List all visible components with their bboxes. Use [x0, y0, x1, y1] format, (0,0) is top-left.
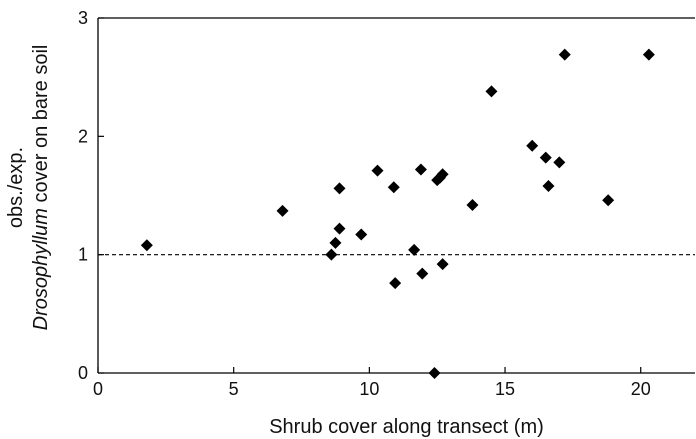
data-point [539, 151, 552, 164]
data-point [553, 156, 566, 169]
data-point [387, 181, 400, 194]
data-point [526, 139, 539, 152]
y-tick-label: 3 [78, 8, 88, 28]
data-point [140, 239, 153, 252]
x-axis-label: Shrub cover along transect (m) [269, 416, 544, 438]
data-point [428, 367, 441, 379]
y-axis-label-species: Drosophyllum [30, 208, 52, 330]
data-point [333, 182, 346, 195]
data-point [333, 222, 346, 235]
data-point [436, 168, 449, 181]
y-tick-label: 2 [78, 126, 88, 146]
y-axis-label-line1: obs./exp. [5, 147, 27, 228]
x-tick-label: 15 [495, 379, 515, 399]
data-point [485, 85, 498, 98]
data-point [542, 180, 555, 193]
x-tick-label: 0 [93, 379, 103, 399]
x-tick-label: 10 [359, 379, 379, 399]
y-tick-label: 1 [78, 245, 88, 265]
data-point [355, 228, 368, 241]
data-point [389, 277, 402, 290]
data-point [602, 194, 615, 207]
data-point [558, 48, 571, 61]
data-point [371, 164, 384, 177]
data-point [642, 48, 655, 61]
y-tick-label: 0 [78, 363, 88, 383]
y-axis-label-line2: Drosophyllum cover on bare soil [30, 45, 52, 331]
plot-area: 0 5 10 15 20 0 1 2 3 [78, 8, 695, 399]
data-point [276, 204, 289, 217]
data-point [416, 267, 429, 280]
data-point [329, 236, 342, 249]
x-tick-label: 20 [631, 379, 651, 399]
x-tick-label: 5 [229, 379, 239, 399]
data-point [408, 243, 421, 256]
data-point [414, 163, 427, 176]
y-axis-label-rest: cover on bare soil [30, 45, 52, 208]
data-point [466, 198, 479, 211]
data-point [325, 248, 338, 261]
data-point [436, 258, 449, 271]
